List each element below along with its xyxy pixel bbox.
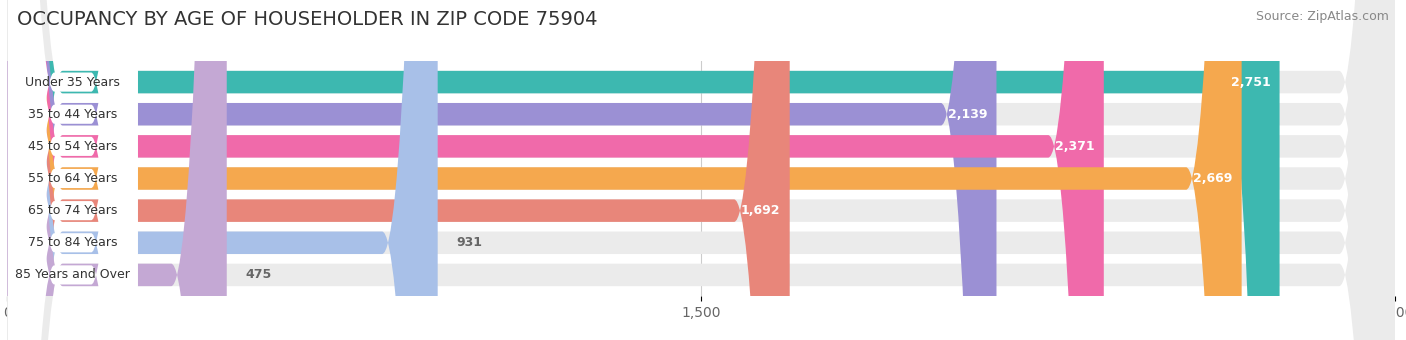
FancyBboxPatch shape: [7, 0, 226, 340]
Text: 55 to 64 Years: 55 to 64 Years: [28, 172, 118, 185]
Text: 475: 475: [245, 268, 271, 282]
Text: 35 to 44 Years: 35 to 44 Years: [28, 108, 117, 121]
Text: 2,371: 2,371: [1054, 140, 1094, 153]
Text: 45 to 54 Years: 45 to 54 Years: [28, 140, 118, 153]
Text: 2,751: 2,751: [1230, 75, 1270, 89]
Text: 75 to 84 Years: 75 to 84 Years: [28, 236, 118, 249]
FancyBboxPatch shape: [7, 0, 1241, 340]
FancyBboxPatch shape: [7, 0, 1395, 340]
Text: 1,692: 1,692: [741, 204, 780, 217]
FancyBboxPatch shape: [7, 0, 1395, 340]
FancyBboxPatch shape: [7, 0, 997, 340]
FancyBboxPatch shape: [7, 0, 1395, 340]
FancyBboxPatch shape: [7, 0, 1395, 340]
FancyBboxPatch shape: [8, 0, 138, 340]
FancyBboxPatch shape: [7, 0, 437, 340]
FancyBboxPatch shape: [7, 0, 1104, 340]
FancyBboxPatch shape: [8, 0, 138, 340]
Text: 65 to 74 Years: 65 to 74 Years: [28, 204, 118, 217]
Text: 931: 931: [456, 236, 482, 249]
FancyBboxPatch shape: [7, 0, 1395, 340]
FancyBboxPatch shape: [8, 0, 138, 340]
FancyBboxPatch shape: [7, 0, 1395, 340]
FancyBboxPatch shape: [8, 0, 138, 340]
FancyBboxPatch shape: [7, 0, 790, 340]
Text: 2,669: 2,669: [1194, 172, 1233, 185]
Text: 2,139: 2,139: [948, 108, 987, 121]
Text: 85 Years and Over: 85 Years and Over: [15, 268, 131, 282]
Text: Under 35 Years: Under 35 Years: [25, 75, 120, 89]
FancyBboxPatch shape: [8, 0, 138, 340]
Text: OCCUPANCY BY AGE OF HOUSEHOLDER IN ZIP CODE 75904: OCCUPANCY BY AGE OF HOUSEHOLDER IN ZIP C…: [17, 10, 598, 29]
FancyBboxPatch shape: [7, 0, 1395, 340]
FancyBboxPatch shape: [8, 0, 138, 340]
FancyBboxPatch shape: [8, 0, 138, 340]
FancyBboxPatch shape: [7, 0, 1279, 340]
Text: Source: ZipAtlas.com: Source: ZipAtlas.com: [1256, 10, 1389, 23]
